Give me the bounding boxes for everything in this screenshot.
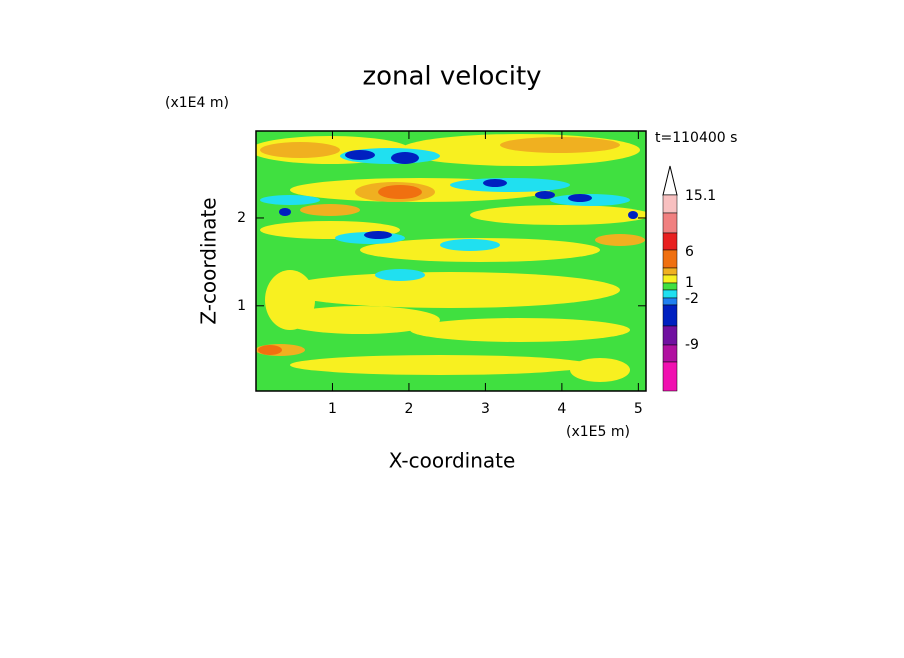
x-tick-label: 5 <box>634 401 643 417</box>
colorbar-label: -2 <box>685 291 699 307</box>
colorbar-box <box>662 274 678 284</box>
contour-field <box>256 131 646 391</box>
colorbar-label: 1 <box>685 275 694 291</box>
x-tick-label: 4 <box>557 401 566 417</box>
colorbar-label: 15.1 <box>685 188 716 204</box>
colorbar-box <box>662 344 678 363</box>
y-unit: (x1E4 m) <box>165 95 229 111</box>
colorbar-box <box>662 212 678 234</box>
colorbar-box <box>662 267 678 276</box>
x-unit: (x1E5 m) <box>566 424 630 440</box>
x-axis-label: X-coordinate <box>389 449 516 473</box>
colorbar-box <box>662 325 678 346</box>
colorbar-box <box>662 249 678 269</box>
colorbar-box <box>662 361 678 392</box>
colorbar-box <box>662 194 678 214</box>
colorbar-label: 6 <box>685 244 694 260</box>
time-label: t=110400 s <box>655 130 737 146</box>
plot-frame <box>255 130 647 392</box>
colorbar-box <box>662 297 678 306</box>
x-tick-label: 1 <box>328 401 337 417</box>
y-axis-label: Z-coordinate <box>197 197 221 324</box>
chart-title: zonal velocity <box>362 62 541 92</box>
colorbar-box <box>662 304 678 327</box>
colorbar-label: -9 <box>685 337 699 353</box>
colorbar-box <box>662 282 678 291</box>
colorbar-box <box>662 232 678 251</box>
x-tick-label: 3 <box>481 401 490 417</box>
x-tick-label: 2 <box>404 401 413 417</box>
y-tick-label: 1 <box>237 298 246 314</box>
y-tick-label: 2 <box>237 210 246 226</box>
colorbar-arrow <box>662 165 678 196</box>
colorbar-box <box>662 289 678 299</box>
